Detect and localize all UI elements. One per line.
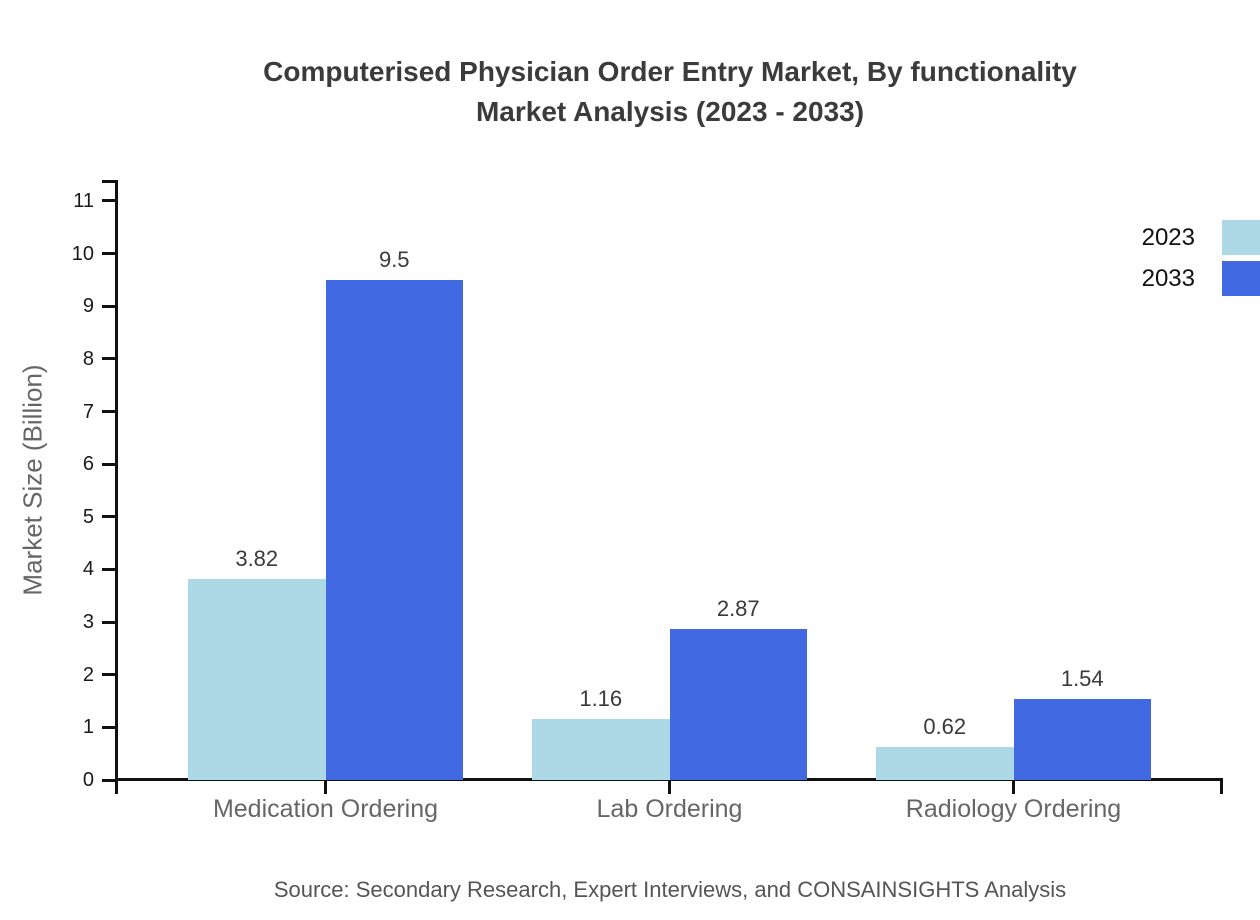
y-tick-label: 4 [82,558,94,581]
y-tick [102,410,115,414]
y-tick-label: 0 [82,769,94,791]
y-tick [102,515,115,519]
y-tick [102,252,115,256]
y-tick [102,725,115,729]
legend-swatch-2033 [1222,261,1260,296]
bar-value-label: 9.5 [378,246,410,272]
bar-value-label: 1.16 [579,685,623,711]
y-tick-label: 1 [82,716,94,739]
legend-item-2033: 2033 [1142,261,1260,296]
y-tick [102,199,115,203]
y-tick-label: 8 [82,347,94,370]
legend-label-2023: 2023 [1141,223,1195,251]
bar-value-label: 1.54 [1060,665,1104,691]
x-axis-endcap-tick [1220,778,1223,794]
y-tick-label: 3 [82,611,94,634]
y-tick-label: 11 [73,189,94,212]
bar-2033-medication-ordering [325,279,463,780]
y-tick [102,304,115,308]
bar-value-label: 2.87 [716,595,760,621]
legend-swatch-2023 [1222,220,1260,255]
bar-2033-radiology-ordering [1013,698,1151,780]
bar-2023-medication-ordering [188,578,326,780]
x-tick [668,781,671,794]
x-axis-category-label: Radiology Ordering [905,795,1122,823]
x-axis-category-label: Lab Ordering [596,795,743,823]
y-tick-label: 2 [82,663,94,686]
chart-title: Computerised Physician Order Entry Marke… [80,52,1260,132]
y-axis-line [115,180,118,794]
bar-2023-radiology-ordering [876,747,1014,780]
y-tick [102,620,115,624]
legend: 2023 2033 [1142,220,1260,296]
y-tick [102,673,115,677]
bar-2033-lab-ordering [669,628,807,780]
legend-item-2023: 2023 [1142,220,1260,255]
y-tick [102,778,115,782]
y-axis-endcap-tick [102,180,115,183]
y-tick-label: 5 [82,505,94,528]
y-tick-label: 6 [82,453,94,476]
bar-value-label: 0.62 [923,714,967,740]
source-note: Source: Secondary Research, Expert Inter… [273,877,1067,902]
x-tick [324,781,327,794]
y-tick-label: 7 [82,400,94,423]
x-axis-category-label: Medication Ordering [212,795,439,823]
bar-value-label: 3.82 [235,545,279,571]
x-tick [1012,781,1015,794]
y-tick-label: 9 [82,295,94,318]
chart-title-line2: Market Analysis (2023 - 2033) [475,96,865,127]
y-tick [102,357,115,361]
bar-2023-lab-ordering [532,718,670,780]
legend-label-2033: 2033 [1141,264,1195,292]
y-tick [102,462,115,466]
chart-title-line1: Computerised Physician Order Entry Marke… [263,56,1077,87]
y-tick-label: 10 [71,242,94,265]
y-tick [102,567,115,571]
